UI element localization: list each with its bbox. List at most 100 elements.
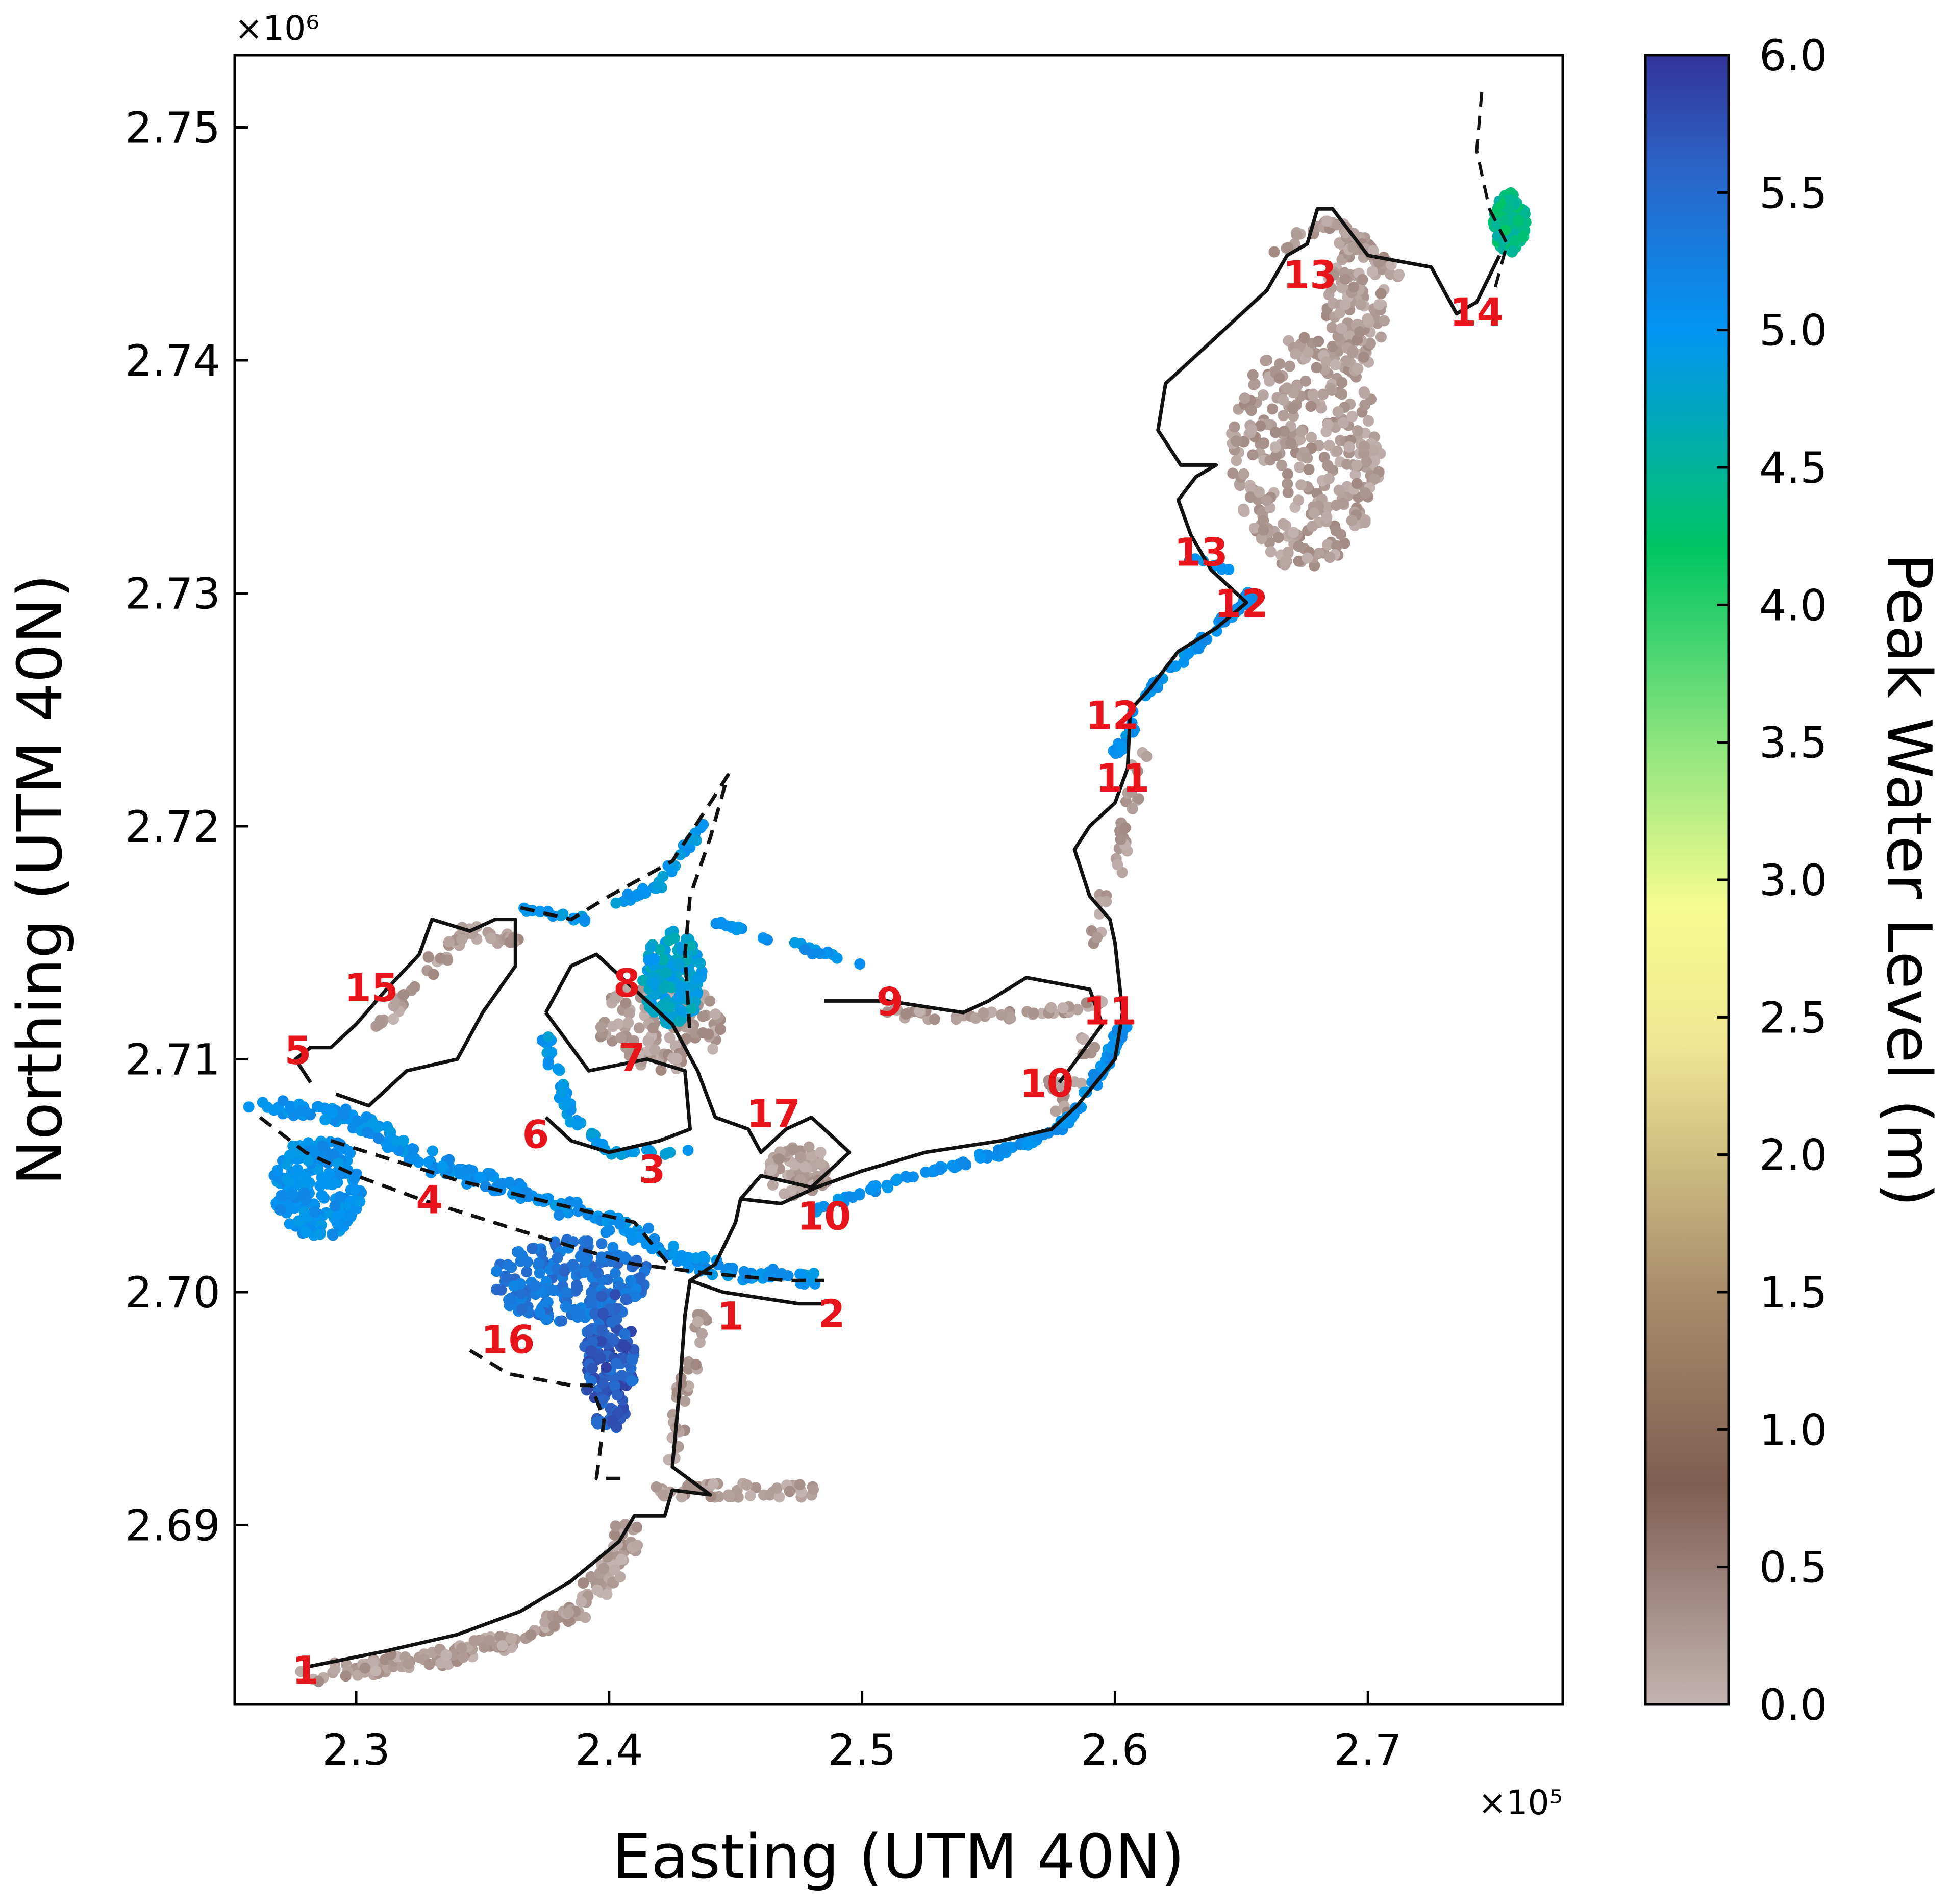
site-label: 6 (522, 1112, 549, 1157)
y-tick-label: 2.74 (125, 336, 220, 386)
data-point (627, 1234, 638, 1246)
data-point (371, 1121, 383, 1133)
data-point (648, 977, 660, 988)
data-point (607, 1242, 619, 1253)
data-point (1279, 425, 1290, 437)
data-point (329, 1663, 341, 1675)
site-label: 8 (613, 960, 640, 1006)
data-point (610, 993, 621, 1004)
data-point (533, 1257, 544, 1269)
data-point (349, 1172, 360, 1184)
data-point (284, 1150, 295, 1161)
data-point (626, 1375, 638, 1387)
data-point (338, 1109, 350, 1121)
data-point (661, 967, 672, 978)
data-point (1326, 322, 1338, 333)
site-label: 16 (481, 1317, 535, 1362)
data-point (435, 1657, 447, 1669)
data-point (615, 1553, 627, 1565)
data-point (750, 1482, 762, 1494)
data-point (865, 1184, 877, 1195)
data-point (1313, 548, 1325, 559)
data-point (710, 1008, 721, 1020)
data-point (516, 1303, 528, 1315)
data-point (513, 1246, 524, 1257)
colorbar-tick-label: 5.5 (1759, 168, 1828, 218)
site-label: 5 (285, 1028, 312, 1073)
data-point (1278, 410, 1289, 422)
data-point (1277, 518, 1289, 530)
data-point (882, 1006, 893, 1018)
data-point (697, 1010, 709, 1022)
data-point (627, 1354, 638, 1366)
data-point (598, 1563, 610, 1574)
data-point (281, 1158, 292, 1170)
data-point (274, 1204, 286, 1216)
colorbar-tick-label: 1.5 (1759, 1268, 1828, 1318)
data-point (611, 1358, 622, 1370)
data-point (664, 1001, 676, 1013)
data-point (496, 1640, 508, 1651)
data-point (491, 1266, 503, 1277)
data-point (361, 1126, 373, 1138)
data-point (948, 1161, 960, 1173)
data-point (571, 1282, 583, 1294)
data-point (1323, 473, 1335, 484)
data-point (591, 1584, 603, 1596)
colorbar-tick-label: 4.5 (1759, 443, 1828, 493)
data-point (1336, 388, 1348, 400)
data-point (654, 944, 666, 955)
data-point (704, 995, 716, 1007)
data-point (766, 1164, 778, 1176)
data-point (1322, 501, 1334, 513)
data-point (1216, 562, 1228, 574)
data-point (1365, 338, 1376, 350)
data-point (655, 1064, 667, 1076)
data-point (298, 1187, 310, 1199)
data-point (1270, 450, 1282, 461)
data-point (1120, 796, 1132, 807)
data-point (515, 1288, 527, 1299)
data-point (1518, 231, 1530, 242)
data-point (1112, 859, 1123, 871)
data-point (1322, 418, 1334, 430)
data-point (370, 1665, 382, 1677)
data-point (1290, 348, 1302, 360)
data-point (1332, 406, 1344, 417)
data-point (1355, 299, 1367, 311)
data-point (1359, 440, 1370, 452)
data-point (390, 1135, 402, 1147)
data-point (773, 1491, 785, 1503)
site-label: 10 (1020, 1060, 1074, 1106)
data-point (1005, 1012, 1016, 1024)
data-point (574, 1251, 586, 1263)
data-point (1300, 375, 1311, 387)
data-point (767, 1179, 779, 1191)
x-tick-label: 2.4 (575, 1725, 643, 1775)
data-point (585, 1345, 596, 1357)
data-point (689, 1027, 701, 1038)
data-point (1321, 215, 1333, 227)
data-point (799, 1161, 811, 1173)
data-point (623, 1008, 635, 1019)
data-point (657, 871, 669, 882)
data-point (556, 1315, 568, 1327)
data-point (1293, 540, 1305, 552)
data-point (609, 1289, 621, 1301)
data-point (1268, 246, 1280, 258)
dashed-boundary (520, 773, 730, 1036)
colorbar-tick-label: 5.0 (1759, 306, 1828, 356)
data-point (1513, 214, 1524, 226)
data-point (673, 957, 685, 969)
data-point (1285, 437, 1297, 449)
data-point (715, 1024, 726, 1035)
data-point (1321, 511, 1333, 523)
data-point (690, 1358, 702, 1370)
site-label: 1 (292, 1648, 319, 1693)
data-point (713, 1491, 724, 1502)
data-point (542, 1056, 554, 1068)
data-point (1375, 331, 1387, 343)
data-point (1257, 389, 1269, 401)
x-tick-label: 2.7 (1334, 1725, 1402, 1775)
data-point (525, 1629, 537, 1641)
